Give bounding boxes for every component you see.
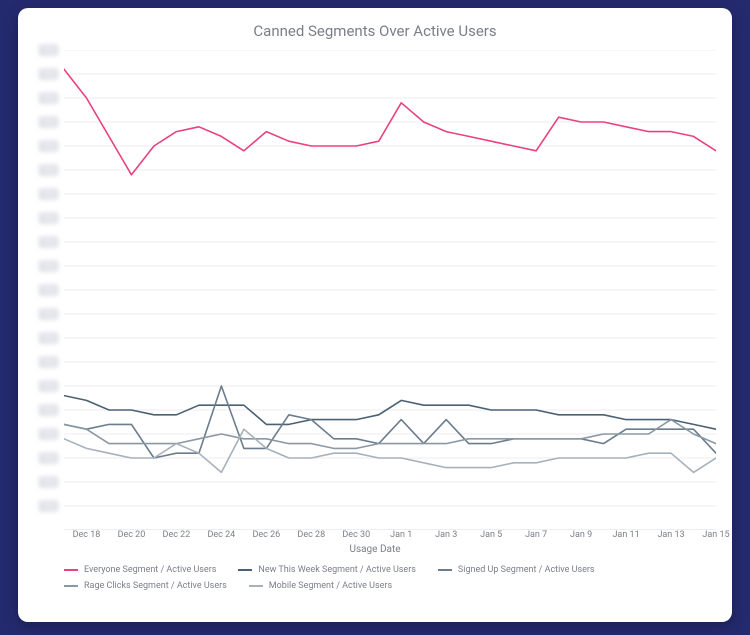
y-tick-label: 00k	[39, 333, 58, 344]
legend-label: Signed Up Segment / Active Users	[458, 562, 595, 578]
x-tick-label: Dec 18	[73, 530, 101, 540]
y-tick-label: 00k	[39, 501, 58, 512]
x-tick-label: Jan 3	[435, 530, 457, 540]
legend-item[interactable]: Mobile Segment / Active Users	[249, 578, 392, 594]
y-tick-label: 00k	[39, 357, 58, 368]
y-tick-label: 00k	[39, 69, 58, 80]
legend-swatch	[64, 569, 78, 571]
y-tick-label: 00k	[39, 213, 58, 224]
legend-label: Everyone Segment / Active Users	[84, 562, 216, 578]
legend-item[interactable]: Signed Up Segment / Active Users	[438, 562, 595, 578]
legend-swatch	[238, 569, 252, 571]
legend-label: New This Week Segment / Active Users	[258, 562, 416, 578]
legend-label: Mobile Segment / Active Users	[269, 578, 392, 594]
x-axis-label: Usage Date	[18, 544, 732, 555]
chart-plot-area	[64, 50, 716, 530]
x-tick-label: Jan 7	[525, 530, 547, 540]
legend-item[interactable]: Rage Clicks Segment / Active Users	[64, 578, 227, 594]
legend-item[interactable]: New This Week Segment / Active Users	[238, 562, 416, 578]
x-tick-label: Jan 15	[702, 530, 729, 540]
x-tick-label: Dec 20	[118, 530, 146, 540]
chart-title: Canned Segments Over Active Users	[18, 22, 732, 40]
x-tick-label: Jan 1	[390, 530, 412, 540]
y-tick-label: 00k	[39, 189, 58, 200]
x-tick-label: Dec 30	[342, 530, 370, 540]
x-tick-label: Jan 11	[612, 530, 639, 540]
legend-swatch	[249, 585, 263, 587]
x-tick-labels: Dec 18 Dec 20 Dec 22 Dec 24 Dec 26 Dec 28 Dec …	[64, 530, 716, 544]
legend-swatch	[438, 569, 452, 571]
legend-item[interactable]: Everyone Segment / Active Users	[64, 562, 216, 578]
chart-card: Canned Segments Over Active Users 00k00k…	[18, 8, 732, 622]
y-tick-label: 00k	[39, 141, 58, 152]
x-tick-label: Dec 28	[297, 530, 325, 540]
legend-label: Rage Clicks Segment / Active Users	[84, 578, 227, 594]
y-tick-label: 00k	[39, 453, 58, 464]
legend-swatch	[64, 585, 78, 587]
y-tick-label: 00k	[39, 477, 58, 488]
y-tick-label: 00k	[39, 237, 58, 248]
y-tick-label: 00k	[39, 117, 58, 128]
chart-svg	[64, 50, 716, 530]
x-tick-label: Jan 9	[570, 530, 592, 540]
y-tick-label: 00k	[39, 381, 58, 392]
y-tick-labels: 00k 00k 00k 00k 00k 00k 00k 00k 00k 00k 00k 00k 00k 0…	[22, 50, 62, 530]
y-tick-label: 00k	[39, 165, 58, 176]
y-tick-label: 00k	[39, 93, 58, 104]
y-tick-label: 00k	[39, 261, 58, 272]
y-tick-label: 00k	[39, 45, 58, 56]
x-tick-label: Dec 26	[252, 530, 280, 540]
y-tick-label: 00k	[39, 405, 58, 416]
x-tick-label: Jan 5	[480, 530, 502, 540]
chart-legend: Everyone Segment / Active Users New This …	[64, 562, 716, 594]
x-tick-label: Dec 24	[208, 530, 236, 540]
x-tick-label: Jan 13	[657, 530, 684, 540]
y-tick-label: 00k	[39, 285, 58, 296]
y-tick-label: 00k	[39, 429, 58, 440]
y-tick-label: 00k	[39, 309, 58, 320]
x-tick-label: Dec 22	[163, 530, 191, 540]
